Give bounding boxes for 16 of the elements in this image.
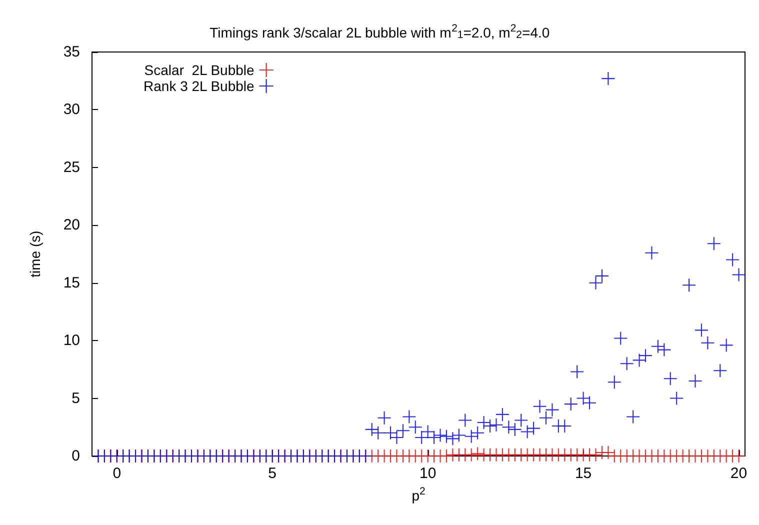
y-tick-label: 20 [63, 216, 80, 234]
y-axis-title: time (s) [27, 230, 43, 278]
x-tick-label: 5 [268, 465, 277, 482]
x-tick-label: 10 [419, 465, 436, 482]
legend-label: Scalar 2L Bubble [144, 62, 255, 78]
y-tick-label: 0 [72, 448, 80, 464]
y-tick-label: 5 [72, 390, 80, 407]
legend-label: Rank 3 2L Bubble [144, 78, 255, 94]
y-tick-label: 25 [63, 158, 80, 176]
y-tick-label: 35 [63, 44, 80, 60]
x-tick-label: 20 [730, 465, 748, 482]
y-tick-label: 30 [63, 101, 80, 118]
x-tick-label: 0 [112, 465, 122, 482]
y-tick-label: 10 [63, 332, 80, 350]
x-tick-label: 15 [574, 465, 592, 482]
y-tick-label: 15 [63, 274, 80, 292]
